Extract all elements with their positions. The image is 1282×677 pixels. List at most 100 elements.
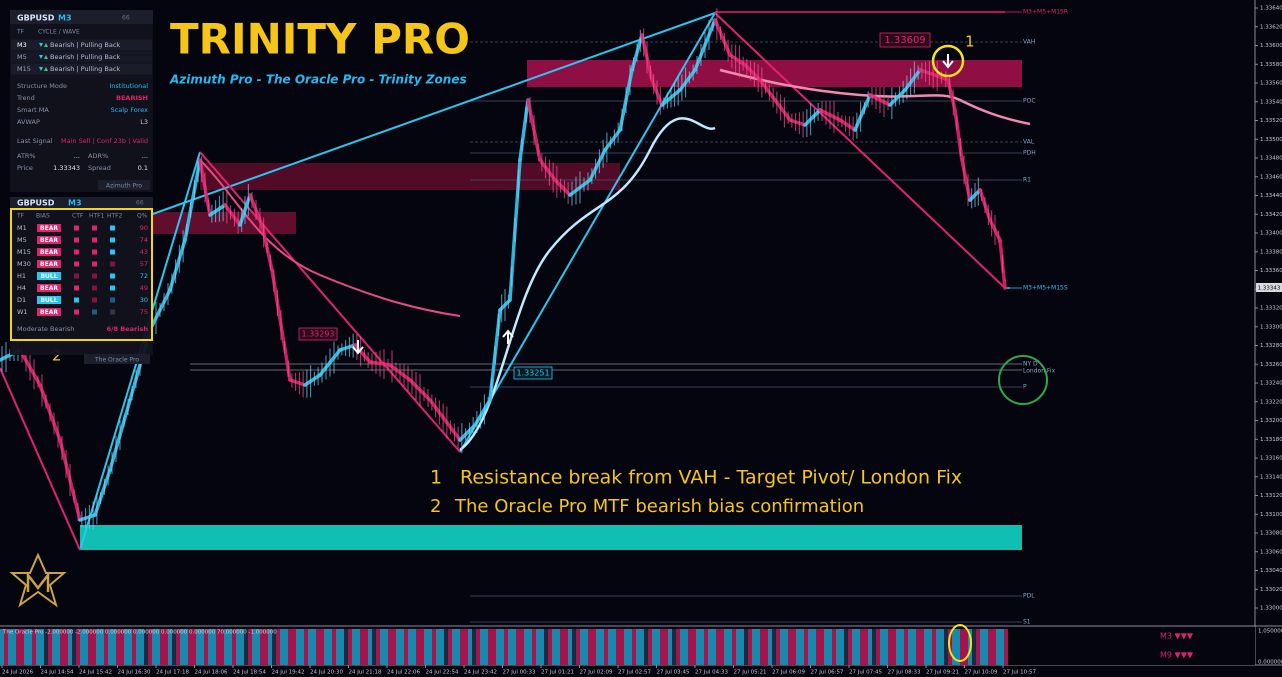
bias-badge [37, 224, 61, 232]
indicator-bar [436, 629, 440, 665]
indicator-bar [400, 629, 404, 665]
zigzag-up [149, 12, 716, 216]
indicator-bar [472, 629, 476, 665]
panel-footer-bg [84, 354, 150, 364]
indicator-bar [96, 629, 100, 665]
indicator-bar [836, 629, 840, 665]
status-cell [110, 309, 115, 315]
zigzag-down [714, 12, 1006, 289]
indicator-bar [588, 629, 592, 665]
price-segment [838, 118, 857, 132]
indicator-bar [552, 629, 556, 665]
indicator-bar [140, 629, 144, 665]
indicator-bar [488, 629, 492, 665]
indicator-bar [748, 629, 752, 665]
indicator-bar [360, 629, 364, 665]
indicator-bar [892, 629, 896, 665]
indicator-bar [668, 629, 672, 665]
indicator-bar [944, 629, 948, 665]
time-tick-label: 24 Jul 23:42 [464, 670, 497, 676]
bias-badge [37, 236, 61, 244]
note-number: 1 [430, 467, 442, 489]
indicator-bar [476, 629, 480, 665]
indicator-bar [420, 629, 424, 665]
time-tick-label: 27 Jul 10:57 [1003, 670, 1036, 676]
info-label: Last Signal [17, 137, 53, 145]
indicator-bar [52, 629, 56, 665]
indicator-bar [384, 629, 388, 665]
indicator-bar [288, 629, 292, 665]
status-cell [92, 309, 97, 315]
note-text: The Oracle Pro MTF bearish bias confirma… [454, 496, 864, 517]
indicator-bar [880, 629, 884, 665]
level-label: M3+M5+M15S [1023, 285, 1068, 292]
level-label: POC [1023, 98, 1036, 105]
row-tf: M15 [17, 65, 31, 73]
indicator-bar [988, 629, 992, 665]
indicator-bar [344, 629, 348, 665]
indicator-bar [40, 629, 44, 665]
q-value: 57 [140, 260, 148, 268]
indicator-signal: M9 ▼▼▼ [1160, 651, 1194, 660]
row-bg [11, 63, 152, 75]
price-segment [743, 63, 762, 82]
status-cell [74, 285, 79, 291]
price-segment [538, 158, 557, 182]
indicator-bar [132, 629, 136, 665]
row-tf: M30 [17, 260, 31, 268]
price-tick-label: 1.33020 [1260, 587, 1282, 593]
level-label: M3+M5+M15R [1023, 9, 1068, 16]
indicator-bar [732, 629, 736, 665]
indicator-bar [720, 629, 724, 665]
indicator-bar [284, 629, 288, 665]
demand-zone [80, 525, 1022, 550]
indicator-bar [580, 629, 584, 665]
zigzag-down [199, 151, 461, 453]
sell-arrow [942, 54, 954, 69]
status-cell [92, 225, 97, 231]
indicator-bar [912, 629, 916, 665]
indicator-bar [536, 629, 540, 665]
indicator-bar [456, 629, 460, 665]
bias-text: BULL [40, 297, 57, 304]
indicator-scale: 1.050000 [1258, 629, 1282, 635]
indicator-bar [280, 629, 284, 665]
indicator-bar [212, 629, 216, 665]
panel-badge: 66 [136, 200, 144, 207]
indicator-bar [784, 629, 788, 665]
time-tick-label: 24 Jul 18:06 [195, 670, 228, 676]
indicator-bar [760, 629, 764, 665]
status-cell [92, 261, 97, 267]
indicator-bar [612, 629, 616, 665]
indicator-bar [996, 629, 1000, 665]
logo-star [9, 552, 67, 608]
indicator-bar [904, 629, 908, 665]
level-label: R1 [1023, 177, 1031, 184]
price-tick-label: 1.33640 [1260, 6, 1282, 12]
highlight-ellipse [948, 624, 972, 662]
indicator-bar [424, 629, 428, 665]
status-cell [74, 249, 79, 255]
bias-badge [37, 308, 61, 316]
highlight-box [10, 208, 153, 341]
indicator-bar [272, 629, 276, 665]
indicator-bar [392, 629, 396, 665]
indicator-bar [324, 629, 328, 665]
time-tick-label: 27 Jul 02:09 [580, 670, 613, 676]
time-tick-label: 27 Jul 10:09 [965, 670, 998, 676]
status-cell [92, 273, 97, 279]
indicator-bar [960, 629, 964, 665]
indicator-bar [36, 629, 40, 665]
indicator-bar [264, 629, 268, 665]
indicator-bar [192, 629, 196, 665]
q-value: 49 [140, 284, 148, 292]
indicator-bar [216, 629, 220, 665]
indicator-bar [788, 629, 792, 665]
price-segment [728, 53, 747, 67]
price-segment [93, 468, 112, 517]
price-segment [338, 343, 357, 352]
indicator-bar [416, 629, 420, 665]
indicator-bar [520, 629, 524, 665]
time-tick-label: 27 Jul 07:45 [849, 670, 882, 676]
indicator-bar [596, 629, 600, 665]
